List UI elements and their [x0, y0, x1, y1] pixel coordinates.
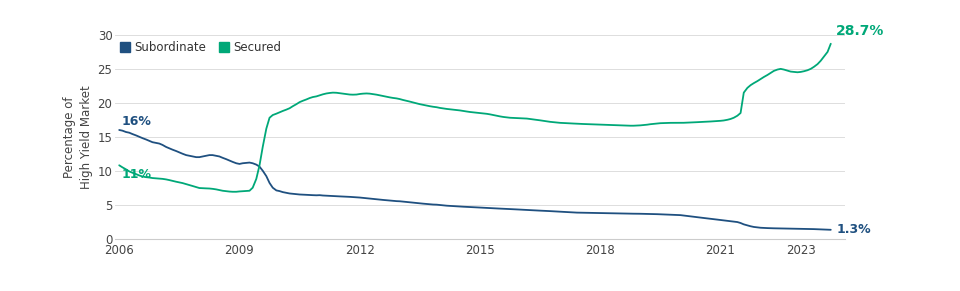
Legend: Subordinate, Secured: Subordinate, Secured: [121, 41, 281, 54]
Text: 1.3%: 1.3%: [836, 223, 871, 236]
Y-axis label: Percentage of
High Yield Market: Percentage of High Yield Market: [63, 85, 93, 189]
Text: 16%: 16%: [121, 115, 151, 128]
Text: 11%: 11%: [121, 168, 152, 181]
Text: 28.7%: 28.7%: [836, 24, 885, 38]
